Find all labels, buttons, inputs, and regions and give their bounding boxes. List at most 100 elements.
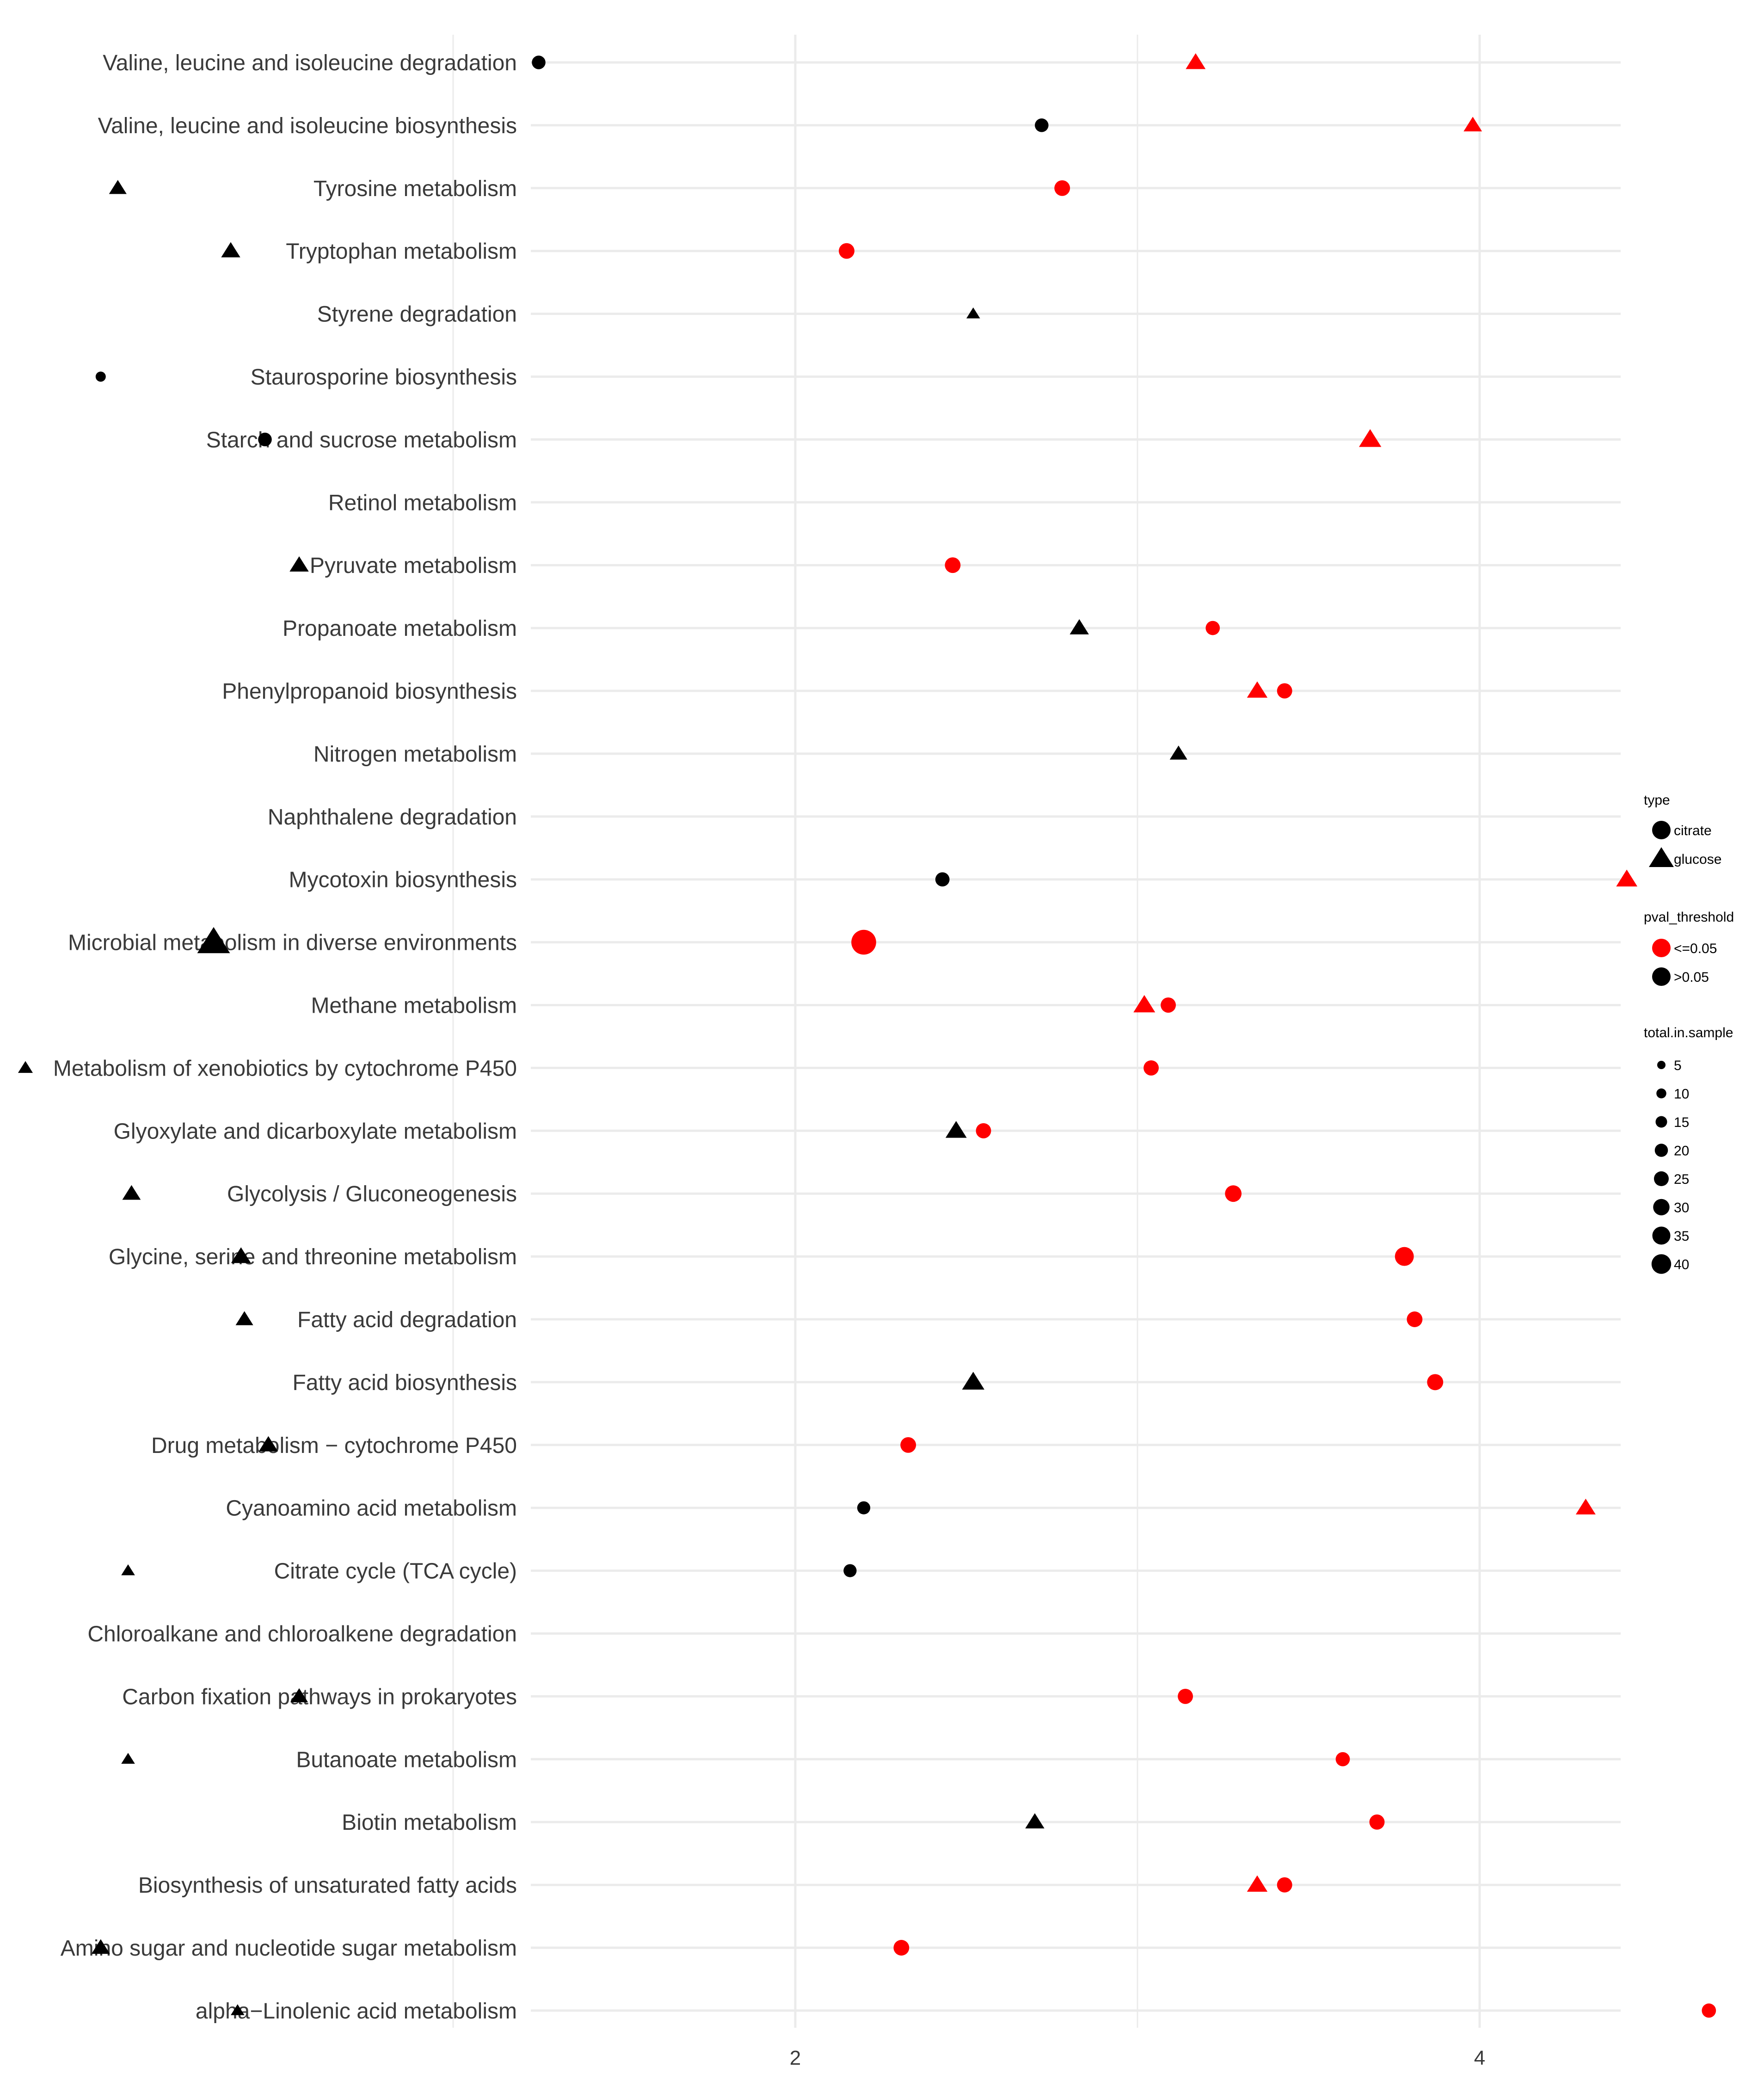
legend-label-size: 40	[1674, 1257, 1689, 1273]
y-tick-label: Pyruvate metabolism	[310, 554, 517, 578]
legend-key-size	[1654, 1144, 1668, 1157]
y-tick-label: Biosynthesis of unsaturated fatty acids	[138, 1873, 517, 1898]
legend-title-pval-threshold: pval_threshold	[1644, 910, 1734, 925]
data-point-citrate	[95, 371, 106, 382]
y-tick-label: Butanoate metabolism	[296, 1748, 517, 1772]
data-point-glucose	[1169, 745, 1187, 760]
data-point-citrate	[893, 1940, 910, 1956]
y-axis-labels: Valine, leucine and isoleucine degradati…	[53, 51, 517, 2024]
data-point-citrate	[1178, 1688, 1193, 1704]
data-point-citrate	[900, 1437, 916, 1453]
data-point-glucose	[122, 1185, 141, 1200]
data-points	[18, 53, 1716, 2018]
legend-key-citrate	[1652, 821, 1671, 839]
legend-label-size: 25	[1674, 1172, 1689, 1187]
legend-label-pval: <=0.05	[1674, 941, 1717, 956]
y-tick-label: Glycolysis / Gluconeogenesis	[227, 1182, 517, 1206]
data-point-citrate	[839, 243, 854, 259]
legend-key-size	[1652, 1226, 1671, 1245]
y-tick-label: Methane metabolism	[311, 994, 517, 1018]
y-tick-label: Microbial metabolism in diverse environm…	[68, 931, 517, 955]
data-point-citrate	[935, 872, 950, 887]
legend-key-size	[1656, 1088, 1666, 1099]
data-point-citrate	[1369, 1814, 1385, 1830]
data-point-glucose	[221, 242, 240, 258]
data-point-glucose	[1247, 1875, 1268, 1892]
y-tick-label: Naphthalene degradation	[268, 805, 517, 830]
y-tick-label: Tyrosine metabolism	[313, 177, 517, 201]
data-point-citrate	[1427, 1374, 1444, 1391]
data-point-citrate	[1161, 997, 1176, 1013]
y-tick-label: Amino sugar and nucleotide sugar metabol…	[61, 1936, 517, 1961]
data-point-glucose	[1247, 681, 1268, 698]
data-point-glucose	[966, 307, 980, 319]
data-point-glucose	[1069, 619, 1089, 634]
legend-label-glucose: glucose	[1674, 852, 1721, 867]
data-point-citrate	[945, 557, 961, 573]
legend-key-size	[1651, 1254, 1672, 1274]
data-point-glucose	[1359, 429, 1382, 447]
data-point-citrate	[1225, 1185, 1242, 1202]
data-point-citrate	[851, 929, 876, 955]
data-point-citrate	[1205, 621, 1220, 635]
legend-label-size: 5	[1674, 1058, 1682, 1073]
data-point-citrate	[532, 55, 546, 69]
y-tick-label: Propanoate metabolism	[283, 616, 517, 641]
data-point-citrate	[1702, 2003, 1716, 2018]
y-tick-label: Retinol metabolism	[328, 491, 517, 515]
y-tick-label: Metabolism of xenobiotics by cytochrome …	[53, 1056, 517, 1081]
y-tick-label: Fatty acid degradation	[297, 1308, 517, 1332]
y-tick-label: Glyoxylate and dicarboxylate metabolism	[114, 1119, 517, 1144]
y-tick-label: Fatty acid biosynthesis	[292, 1371, 517, 1395]
data-point-citrate	[1143, 1060, 1159, 1076]
data-point-glucose	[197, 927, 230, 954]
y-tick-label: Drug metabolism − cytochrome P450	[151, 1434, 517, 1458]
legend-label-size: 30	[1674, 1200, 1689, 1216]
y-tick-label: Tryptophan metabolism	[286, 240, 517, 264]
y-tick-label: Chloroalkane and chloroalkene degradatio…	[87, 1622, 517, 1647]
data-point-glucose	[945, 1121, 967, 1138]
y-tick-label: Starch and sucrose metabolism	[206, 428, 517, 452]
data-point-citrate	[843, 1564, 857, 1577]
legend-title-total-in-sample: total.in.sample	[1644, 1025, 1733, 1040]
data-point-glucose	[290, 1688, 308, 1703]
data-point-citrate	[1395, 1247, 1414, 1266]
data-point-citrate	[1335, 1752, 1350, 1766]
legend-label-size: 15	[1674, 1115, 1689, 1130]
data-point-glucose	[18, 1061, 33, 1073]
legend-label-pval: >0.05	[1674, 970, 1709, 985]
y-tick-label: Mycotoxin biosynthesis	[289, 868, 517, 892]
legend-key-size	[1653, 1199, 1670, 1216]
data-point-glucose	[289, 556, 309, 572]
data-point-glucose	[109, 180, 127, 194]
y-tick-label: Staurosporine biosynthesis	[251, 365, 517, 390]
data-point-glucose	[1463, 117, 1482, 132]
data-point-glucose	[121, 1564, 135, 1575]
data-point-glucose	[230, 2004, 245, 2015]
legend-key-size	[1654, 1171, 1669, 1186]
data-point-glucose	[962, 1372, 984, 1390]
data-point-citrate	[976, 1123, 991, 1138]
legend-key-size	[1655, 1116, 1667, 1128]
data-point-glucose	[1186, 53, 1206, 69]
y-tick-label: Valine, leucine and isoleucine degradati…	[103, 51, 517, 75]
y-tick-label: Citrate cycle (TCA cycle)	[274, 1559, 517, 1584]
data-point-glucose	[1025, 1813, 1045, 1829]
data-point-citrate	[1054, 180, 1070, 196]
data-point-glucose	[121, 1753, 135, 1764]
legend-key-size	[1657, 1061, 1666, 1069]
legend: type citrate glucose pval_threshold <=0.05 >0…	[1644, 793, 1734, 1274]
legend-label-size: 35	[1674, 1229, 1689, 1244]
y-tick-label: Valine, leucine and isoleucine biosynthe…	[98, 114, 517, 138]
y-tick-label: Styrene degradation	[317, 302, 517, 327]
y-tick-label: Biotin metabolism	[342, 1810, 517, 1835]
y-tick-label: Nitrogen metabolism	[313, 742, 517, 767]
legend-key-pval	[1652, 967, 1671, 986]
legend-label-citrate: citrate	[1674, 823, 1712, 838]
legend-key-pval	[1652, 939, 1671, 957]
y-tick-label: Glycine, serine and threonine metabolism	[109, 1245, 517, 1269]
data-point-glucose	[91, 1939, 110, 1954]
y-tick-label: Carbon fixation pathways in prokaryotes	[122, 1685, 517, 1709]
legend-label-size: 20	[1674, 1144, 1689, 1159]
